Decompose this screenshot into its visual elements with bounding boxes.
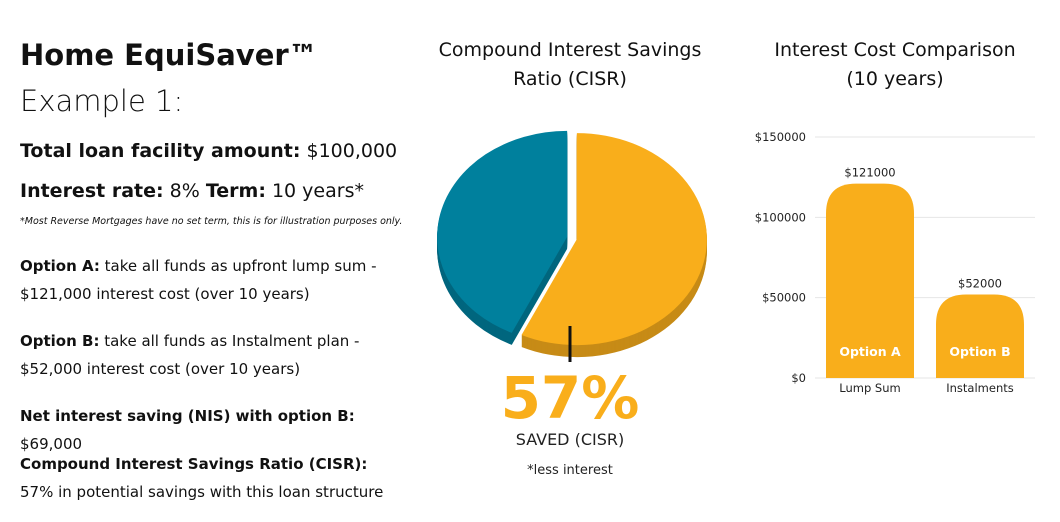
value-text: take all funds as Instalment plan - $52,… [20,332,360,378]
paragraph: Compound Interest Savings Ratio (CISR): … [20,450,400,506]
label-text: Interest rate: [20,180,164,202]
bar-label: Option A [839,344,901,359]
paragraph: Option B: take all funds as Instalment p… [20,327,400,383]
value-text: $100,000 [300,140,398,162]
annotation: *less interest [527,463,613,478]
value-text: take all funds as upfront lump sum - $12… [20,257,377,303]
paragraph: Option A: take all funds as upfront lump… [20,252,400,308]
bar [826,183,914,378]
label-text: Term: [205,180,266,202]
footnote: *Most Reverse Mortgages have no set term… [20,216,403,227]
value-text: 57% in potential savings with this loan … [20,483,384,501]
label-text: Option A: [20,257,100,275]
pie-title: Compound Interest Savings Ratio (CISR) [438,39,702,90]
paragraph: Net interest saving (NIS) with option B:… [20,402,400,458]
y-tick-label: $100000 [755,210,806,224]
y-tick-label: $150000 [755,130,806,144]
fact-line: Interest rate: 8% Term: 10 years* [20,180,364,202]
label-text: Total loan facility amount: [20,140,301,162]
value-text: 8% [163,180,206,202]
annotation: SAVED (CISR) [516,430,624,449]
bar [936,294,1024,378]
value-label: $52000 [958,276,1002,290]
label-text: Option B: [20,332,100,350]
label-text: Compound Interest Savings Ratio (CISR): [20,455,368,473]
y-tick-label: $0 [791,371,806,385]
label-text: Net interest saving (NIS) with option B: [20,407,355,425]
page-subtitle: Example 1: [20,84,184,118]
x-tick-label: Instalments [946,381,1014,395]
page-title: Home EquiSaver™ [20,38,318,72]
bar-label: Option B [949,344,1010,359]
big-value-label: 57% [501,364,640,432]
bar-title: Interest Cost Comparison (10 years) [774,39,1016,90]
pie-slice [437,130,568,333]
value-text: $69,000 [20,435,83,453]
value-text: 10 years* [265,180,364,202]
pie-slice [521,133,707,346]
value-label: $121000 [844,166,895,180]
fact-line: Total loan facility amount: $100,000 [20,140,397,162]
x-tick-label: Lump Sum [839,381,900,395]
y-tick-label: $50000 [762,291,806,305]
